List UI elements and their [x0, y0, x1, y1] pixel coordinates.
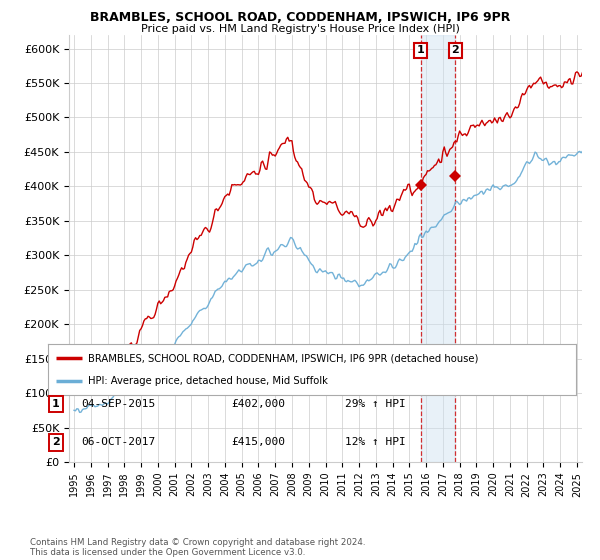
- Text: HPI: Average price, detached house, Mid Suffolk: HPI: Average price, detached house, Mid …: [88, 376, 328, 386]
- Text: 29% ↑ HPI: 29% ↑ HPI: [345, 399, 406, 409]
- Text: 06-OCT-2017: 06-OCT-2017: [81, 437, 155, 447]
- Text: 04-SEP-2015: 04-SEP-2015: [81, 399, 155, 409]
- Text: BRAMBLES, SCHOOL ROAD, CODDENHAM, IPSWICH, IP6 9PR (detached house): BRAMBLES, SCHOOL ROAD, CODDENHAM, IPSWIC…: [88, 353, 478, 363]
- Text: 1: 1: [52, 399, 59, 409]
- Text: 2: 2: [52, 437, 59, 447]
- Text: 12% ↑ HPI: 12% ↑ HPI: [345, 437, 406, 447]
- Text: £415,000: £415,000: [231, 437, 285, 447]
- Text: Contains HM Land Registry data © Crown copyright and database right 2024.
This d: Contains HM Land Registry data © Crown c…: [30, 538, 365, 557]
- Text: Price paid vs. HM Land Registry's House Price Index (HPI): Price paid vs. HM Land Registry's House …: [140, 24, 460, 34]
- Text: £402,000: £402,000: [231, 399, 285, 409]
- Text: 2: 2: [452, 45, 460, 55]
- Bar: [421, 35, 455, 462]
- Text: 1: 1: [416, 45, 424, 55]
- Text: BRAMBLES, SCHOOL ROAD, CODDENHAM, IPSWICH, IP6 9PR: BRAMBLES, SCHOOL ROAD, CODDENHAM, IPSWIC…: [90, 11, 510, 24]
